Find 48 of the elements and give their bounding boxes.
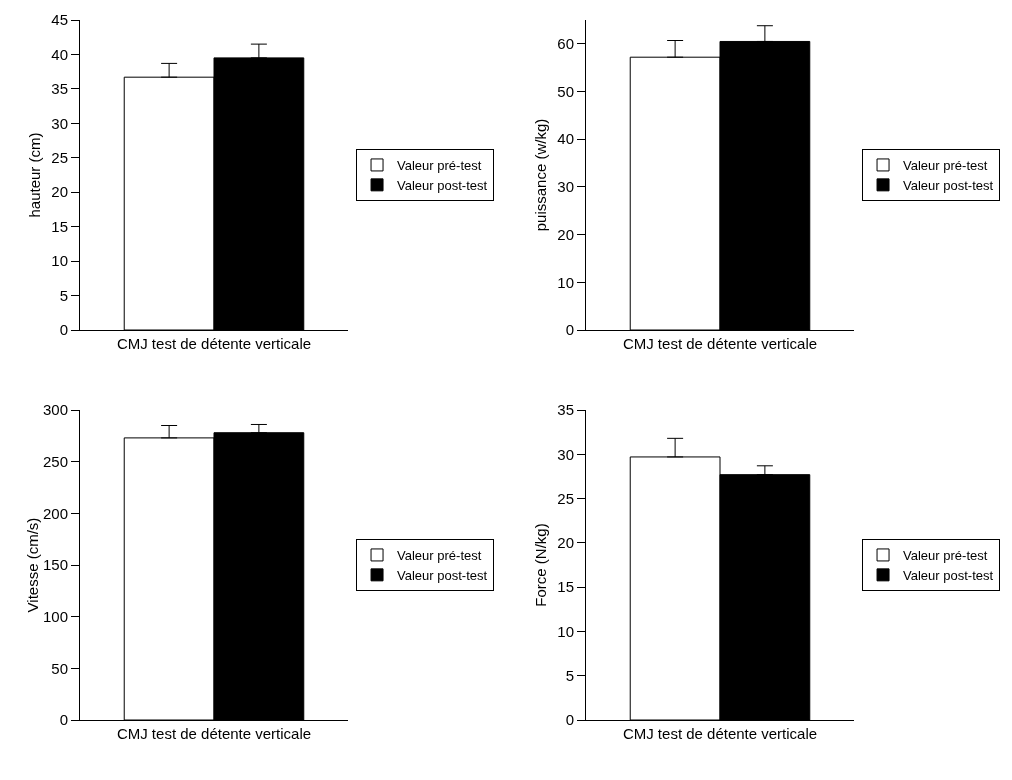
x-tick-label: CMJ test de détente verticale [116,725,312,742]
y-axis-title: puissance (w/kg) [532,118,549,232]
y-tick-label: 0 [59,711,68,729]
y-tick-label: 15 [557,578,574,596]
y-tick-label: 10 [557,273,574,291]
y-tick-label: 35 [51,80,68,98]
x-tick-label: CMJ test de détente verticale [622,335,818,352]
y-tick-label: 5 [565,666,574,684]
y-tick-label: 25 [51,149,68,167]
y-tick-label: 30 [557,178,574,196]
y-tick-label: 20 [557,534,574,552]
y-tick-label: 10 [51,252,68,270]
y-tick-label: 5 [59,286,68,304]
legend-label: Valeur pré-test [903,548,988,564]
y-tick-label: 200 [42,504,68,522]
y-tick-label: 100 [42,607,68,625]
y-tick-label: 50 [557,82,574,100]
y-tick-label: 30 [51,114,68,132]
legend-label: Valeur post-test [397,567,488,583]
legend-label: Valeur post-test [397,177,488,193]
y-axis-title: Vitesse (cm/s) [23,517,41,613]
y-axis-title: hauteur (cm) [26,132,43,218]
y-tick-label: 30 [557,445,574,463]
y-tick-label: 25 [557,489,574,507]
y-tick-label: 0 [565,321,574,339]
y-tick-label: 250 [42,452,68,470]
y-tick-label: 35 [557,401,574,419]
legend-label: Valeur post-test [903,567,994,583]
y-tick-label: 300 [42,401,68,419]
y-tick-label: 15 [51,217,68,235]
x-tick-label: CMJ test de détente verticale [622,725,818,742]
legend-label: Valeur pré-test [397,158,482,174]
y-tick-label: 10 [557,622,574,640]
y-tick-label: 20 [557,225,574,243]
y-tick-label: 40 [51,45,68,63]
y-tick-label: 50 [51,659,68,677]
y-tick-label: 0 [59,321,68,339]
y-tick-label: 40 [557,130,574,148]
y-tick-label: 60 [557,35,574,53]
y-tick-label: 45 [51,11,68,29]
legend-label: Valeur pré-test [903,158,988,174]
y-axis-title: Force (N/kg) [532,523,549,607]
y-tick-label: 0 [565,711,574,729]
legend-label: Valeur pré-test [397,548,482,564]
y-tick-label: 150 [42,556,68,574]
legend-label: Valeur post-test [903,177,994,193]
x-tick-label: CMJ test de détente verticale [116,335,312,352]
y-tick-label: 20 [51,183,68,201]
